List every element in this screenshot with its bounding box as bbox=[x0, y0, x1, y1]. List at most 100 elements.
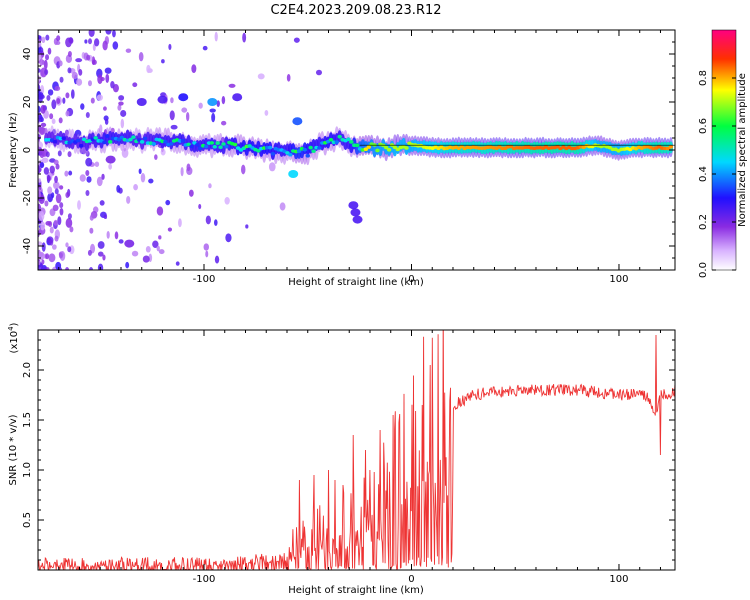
noise-blob bbox=[214, 31, 218, 42]
noise-blob bbox=[38, 68, 41, 73]
noise-blob bbox=[178, 218, 182, 228]
noise-blob bbox=[88, 30, 95, 38]
chart-title: C2E4.2023.209.08.23.R12 bbox=[270, 3, 441, 18]
noise-column-blob bbox=[69, 226, 74, 233]
noise-blob bbox=[165, 199, 171, 206]
noise-blob bbox=[38, 126, 46, 136]
noise-blob bbox=[101, 173, 105, 180]
spectrogram-axes: -100 0 100 -40 -20 0 20 40 bbox=[22, 29, 675, 285]
noise-blob bbox=[169, 110, 175, 121]
noise-blob bbox=[221, 120, 227, 126]
ridge-segment bbox=[78, 143, 84, 148]
noise-blob bbox=[114, 231, 119, 240]
noise-column-blob bbox=[89, 227, 94, 234]
noise-blob bbox=[40, 221, 46, 231]
noise-blob bbox=[168, 43, 172, 50]
ridge-segment bbox=[328, 137, 334, 142]
noise-blob bbox=[70, 89, 75, 99]
noise-blob bbox=[43, 59, 48, 70]
noise-blob bbox=[38, 105, 41, 114]
noise-blob bbox=[142, 255, 150, 263]
noise-blob bbox=[92, 59, 97, 65]
noise-blob bbox=[75, 58, 83, 63]
noise-blob bbox=[96, 176, 103, 187]
noise-column-blob bbox=[86, 54, 91, 61]
noise-blob bbox=[40, 84, 45, 95]
ridge-segment bbox=[218, 145, 223, 150]
ridge-segment bbox=[354, 143, 360, 148]
noise-blob bbox=[38, 113, 41, 124]
noise-blob bbox=[257, 73, 265, 80]
noise-column-blob bbox=[48, 221, 53, 228]
noise-blob bbox=[40, 117, 44, 123]
ridge-segment bbox=[139, 140, 145, 144]
noise-blob bbox=[152, 240, 159, 249]
noise-blob bbox=[138, 51, 144, 62]
noise-blob bbox=[167, 227, 173, 232]
noise-blob bbox=[39, 149, 45, 159]
noise-blob bbox=[51, 99, 57, 110]
ridge-segment bbox=[119, 135, 125, 140]
noise-blob bbox=[202, 45, 208, 51]
ridge-segment bbox=[151, 142, 156, 146]
noise-blob bbox=[221, 96, 226, 105]
noise-blob bbox=[211, 112, 216, 123]
noise-column-blob bbox=[54, 188, 59, 195]
noise-blob bbox=[268, 162, 276, 172]
noise-blob bbox=[132, 82, 138, 88]
noise-blob bbox=[121, 148, 129, 158]
noise-blob bbox=[170, 97, 174, 104]
feature-blob bbox=[157, 95, 168, 104]
ridge-segment bbox=[76, 138, 81, 143]
x-tick-label: -100 bbox=[193, 574, 216, 585]
noise-blob bbox=[209, 108, 216, 113]
noise-blob bbox=[41, 36, 46, 44]
noise-blob bbox=[97, 251, 104, 257]
spectrogram-xlabel: Height of straight line (km) bbox=[288, 277, 424, 288]
noise-blob bbox=[51, 192, 55, 199]
y-tick-label: 1.5 bbox=[22, 412, 33, 428]
noise-blob bbox=[242, 32, 247, 43]
ridge-segment bbox=[128, 137, 133, 142]
noise-blob bbox=[245, 224, 249, 229]
noise-blob bbox=[156, 206, 164, 216]
noise-column-blob bbox=[67, 246, 72, 253]
noise-blob bbox=[112, 41, 119, 50]
noise-column-blob bbox=[49, 239, 54, 246]
noise-column-blob bbox=[87, 80, 92, 87]
feature-blob bbox=[348, 201, 359, 210]
noise-blob bbox=[241, 164, 246, 175]
colorbar-tick-label: 0.6 bbox=[698, 118, 709, 134]
noise-blob bbox=[104, 118, 109, 125]
snr-exponent: (x104) bbox=[7, 322, 20, 353]
noise-blob bbox=[38, 164, 41, 175]
noise-blob bbox=[225, 233, 232, 243]
noise-blob bbox=[51, 244, 57, 250]
noise-blob bbox=[214, 255, 220, 264]
noise-column-blob bbox=[67, 50, 72, 57]
spectrogram-ylabel: Frequency (Hz) bbox=[8, 112, 19, 188]
noise-column-blob bbox=[65, 267, 70, 270]
noise-column-blob bbox=[58, 60, 63, 67]
noise-blob bbox=[84, 39, 88, 44]
noise-blob bbox=[117, 104, 122, 111]
noise-blob bbox=[48, 253, 56, 263]
noise-blob bbox=[104, 67, 112, 74]
ridge-segment bbox=[305, 154, 310, 158]
noise-blob bbox=[97, 74, 103, 85]
noise-column-blob bbox=[49, 113, 54, 120]
ridge-segment bbox=[366, 145, 371, 149]
noise-blob bbox=[188, 189, 194, 197]
noise-blob bbox=[103, 214, 108, 220]
noise-blob bbox=[71, 71, 78, 80]
snr-ylabel: SNR (10 * v/v) bbox=[8, 414, 19, 485]
y-tick-label: 20 bbox=[22, 96, 33, 109]
noise-column-blob bbox=[53, 219, 58, 226]
noise-blob bbox=[68, 170, 73, 176]
ridge-segment bbox=[116, 137, 122, 142]
noise-blob bbox=[49, 165, 55, 174]
noise-blob bbox=[203, 243, 210, 251]
ridge-segment bbox=[267, 145, 273, 150]
noise-column-blob bbox=[65, 191, 70, 198]
